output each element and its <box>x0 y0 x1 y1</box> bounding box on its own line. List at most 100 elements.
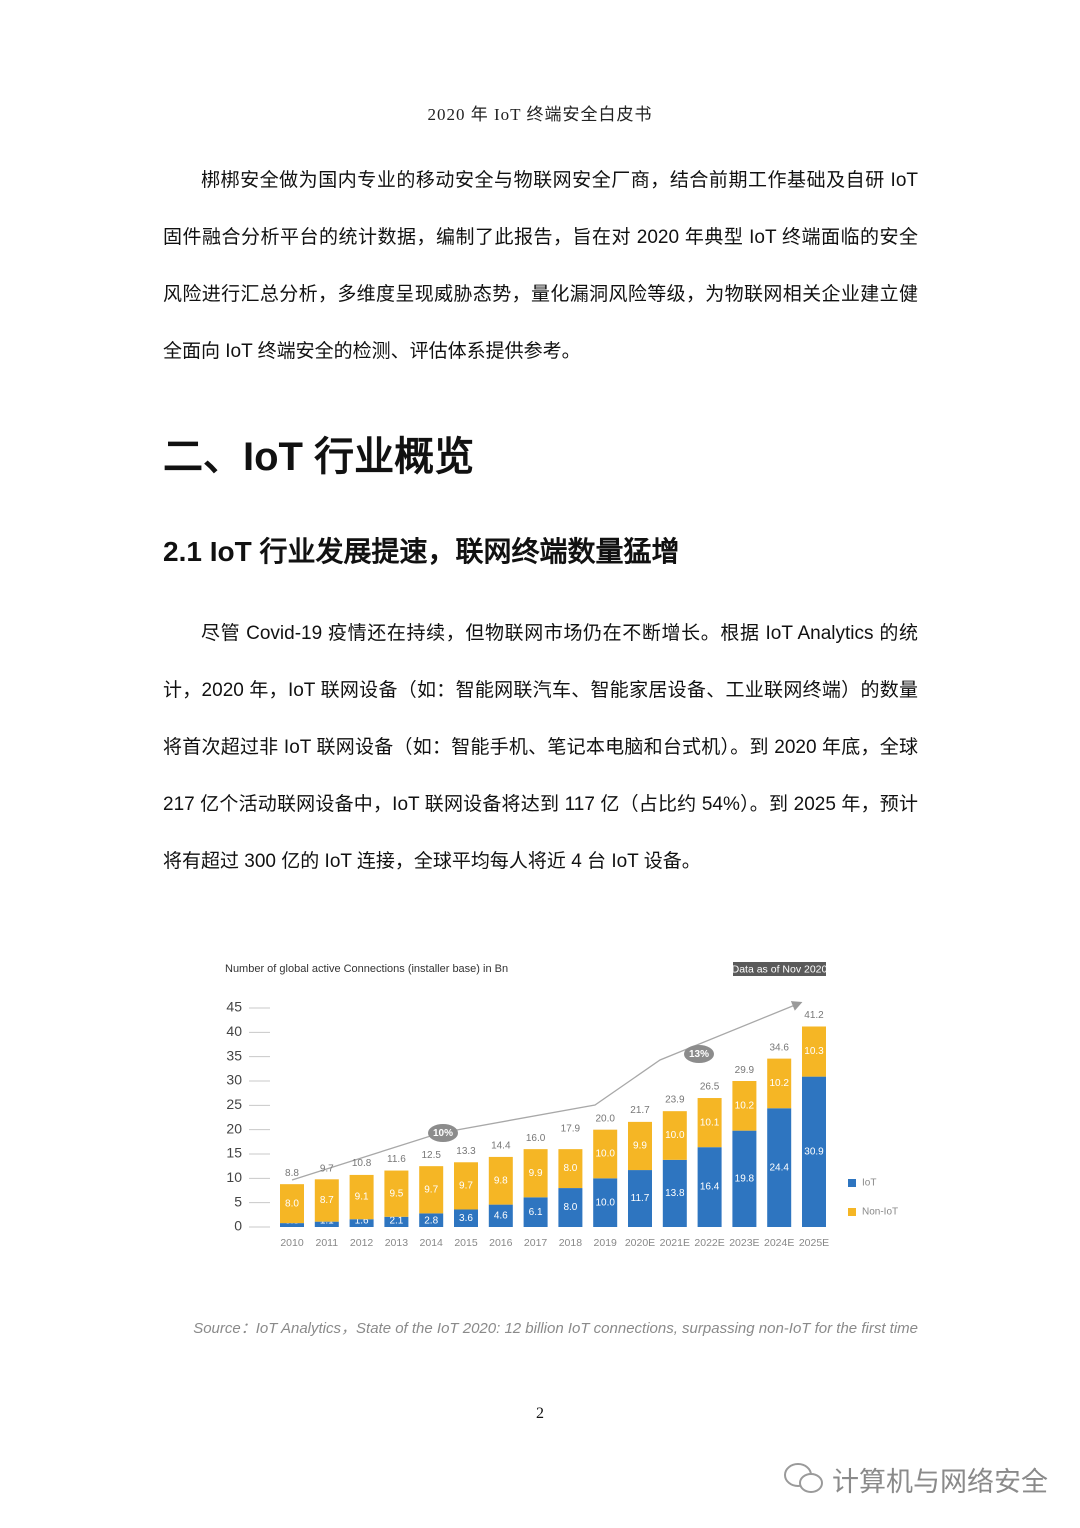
x-tick-label: 2025E <box>799 1237 829 1249</box>
value-label: 24.4 <box>769 1162 789 1173</box>
bar-segment <box>314 1221 339 1227</box>
watermark: 计算机与网络安全 <box>832 1467 1048 1497</box>
value-label: 1.6 <box>355 1216 369 1227</box>
value-label: 10.2 <box>735 1100 755 1111</box>
chart-title: Number of global active Connections (ins… <box>225 963 508 975</box>
bar-segment <box>662 1159 687 1227</box>
cagr-bubble <box>684 1045 714 1063</box>
bar-segment <box>314 1179 339 1222</box>
value-label: 2.1 <box>389 1216 403 1227</box>
value-label: 8.0 <box>285 1198 299 1209</box>
x-tick-label: 2015 <box>454 1237 478 1249</box>
value-label: 2.8 <box>424 1216 438 1227</box>
total-label: 13.3 <box>456 1146 476 1157</box>
total-label: 41.2 <box>804 1010 824 1021</box>
x-tick-label: 2022E <box>694 1237 724 1249</box>
value-label: 9.1 <box>355 1192 369 1203</box>
bar-segment <box>349 1174 374 1220</box>
note: Data as of Nov 2020 <box>732 963 828 975</box>
total-label: 20.0 <box>595 1113 615 1124</box>
total-label: 21.7 <box>630 1105 650 1116</box>
bar-segment <box>697 1147 722 1227</box>
total-label: 16.0 <box>526 1133 546 1144</box>
bar-segment <box>802 1076 826 1227</box>
source-caption: Source：IoT Analytics，State of the IoT 20… <box>193 1320 918 1337</box>
bar-segment <box>662 1111 687 1160</box>
bar-segment <box>280 1223 304 1227</box>
value-label: 8.0 <box>563 1163 577 1174</box>
value-label: 16.4 <box>700 1182 720 1193</box>
value-label: 13.8 <box>665 1188 685 1199</box>
value-label: 8.0 <box>563 1202 577 1213</box>
bar-segment <box>628 1170 652 1227</box>
x-tick-label: 2024E <box>764 1237 794 1249</box>
y-tick-label: 5 <box>234 1193 242 1209</box>
bar-segment <box>523 1149 548 1198</box>
value-label: 10.2 <box>769 1078 789 1089</box>
x-tick-label: 2019 <box>594 1237 618 1249</box>
x-tick-label: 2018 <box>559 1237 583 1249</box>
value-label: 9.5 <box>389 1188 403 1199</box>
bar-segment <box>384 1216 409 1227</box>
bar-segment <box>767 1058 792 1109</box>
x-tick-label: 2023E <box>729 1237 759 1249</box>
y-tick-label: 20 <box>226 1120 242 1136</box>
total-label: 10.8 <box>352 1158 372 1169</box>
y-tick-label: 0 <box>234 1218 242 1234</box>
total-label: 29.9 <box>735 1065 755 1076</box>
paragraph: 尽管 Covid-19 疫情还在持续，但物联网市场仍在不断增长。根据 IoT A… <box>163 623 918 872</box>
bar-segment <box>454 1209 478 1227</box>
total-label: 11.6 <box>387 1154 406 1165</box>
bar-segment <box>280 1184 304 1224</box>
value-label: 8.7 <box>320 1195 334 1206</box>
total-label: 14.4 <box>491 1141 511 1152</box>
bar-segment <box>349 1219 374 1227</box>
bar-segment <box>697 1098 722 1148</box>
legend-swatch <box>848 1179 856 1187</box>
value-label: 6.1 <box>529 1207 543 1218</box>
bar-segment <box>384 1170 409 1217</box>
y-tick-label: 15 <box>226 1145 242 1161</box>
watermark-icon <box>784 1463 823 1493</box>
value-label: 19.8 <box>735 1173 755 1184</box>
total-label: 23.9 <box>665 1094 685 1105</box>
total-label: 9.7 <box>320 1163 334 1174</box>
x-tick-label: 2011 <box>316 1237 339 1249</box>
total-label: 8.8 <box>285 1168 299 1179</box>
value-label: 30.9 <box>804 1146 824 1157</box>
note-box <box>733 962 826 976</box>
y-tick-label: 45 <box>226 999 242 1015</box>
paragraph: 梆梆安全做为国内专业的移动安全与物联网安全厂商，结合前期工作基础及自研 IoT … <box>163 170 918 362</box>
bar-segment <box>419 1166 444 1214</box>
page-header: 2020 年 IoT 终端安全白皮书 <box>427 105 653 124</box>
subsection-heading: 2.1 IoT 行业发展提速，联网终端数量猛增 <box>163 536 680 567</box>
legend-label: Non-IoT <box>862 1207 898 1218</box>
value-label: 10.0 <box>595 1149 615 1160</box>
total-label: 17.9 <box>561 1124 581 1135</box>
bar-segment <box>732 1081 757 1131</box>
legend-swatch <box>848 1208 856 1216</box>
trend-arrow <box>291 1001 803 1181</box>
x-tick-label: 2010 <box>280 1237 304 1249</box>
x-tick-label: 2021E <box>660 1237 690 1249</box>
bar-segment <box>419 1213 444 1227</box>
cagr-label: 13% <box>689 1049 709 1060</box>
bar-segment <box>454 1162 478 1210</box>
cagr-label: 10% <box>433 1128 453 1139</box>
total-label: 12.5 <box>421 1150 441 1161</box>
y-tick-label: 10 <box>226 1169 242 1185</box>
legend-label: IoT <box>862 1178 876 1189</box>
value-label: 3.6 <box>459 1213 473 1224</box>
value-label: 9.8 <box>494 1175 508 1186</box>
page-number: 2 <box>536 1405 544 1422</box>
x-tick-label: 2014 <box>420 1237 444 1249</box>
bar-segment <box>558 1188 583 1227</box>
value-label: 10.3 <box>804 1046 824 1057</box>
y-tick-label: 30 <box>226 1072 242 1088</box>
value-label: 10.0 <box>595 1197 615 1208</box>
value-label: 4.6 <box>494 1210 508 1221</box>
value-label: 9.9 <box>529 1168 543 1179</box>
value-label: 9.7 <box>459 1181 473 1192</box>
value-label: 10.1 <box>700 1117 720 1128</box>
y-tick-label: 25 <box>226 1096 242 1112</box>
